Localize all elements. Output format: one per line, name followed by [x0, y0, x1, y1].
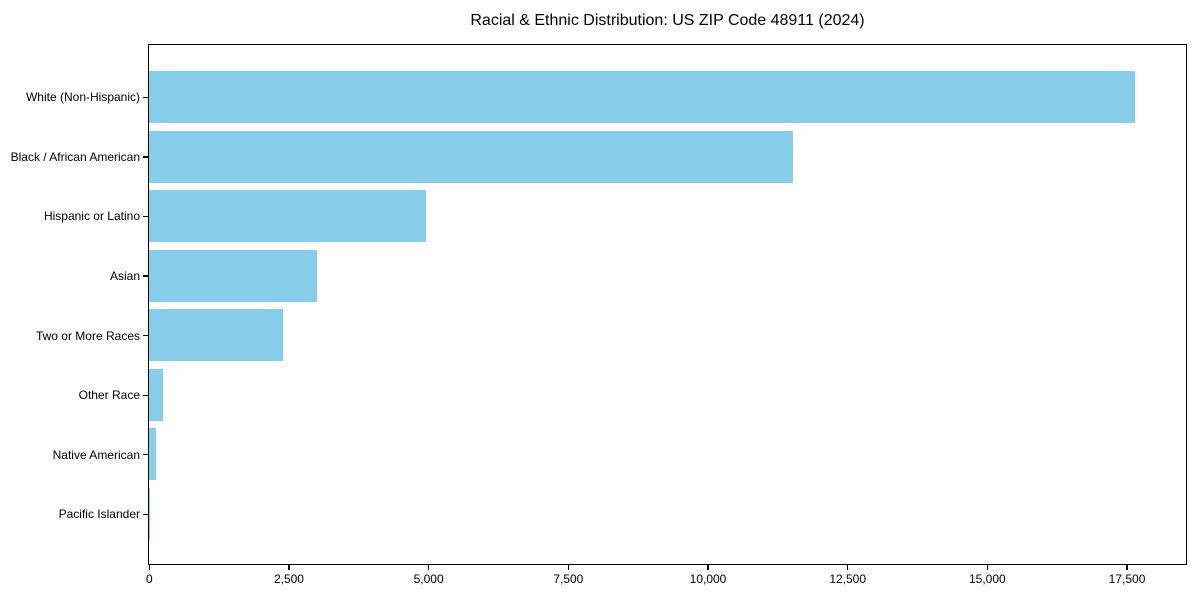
y-tick-mark	[143, 96, 148, 98]
y-tick-label-white-non-hispanic: White (Non-Hispanic)	[25, 90, 140, 105]
x-tick-label-10000: 10,000	[689, 572, 727, 586]
x-tick-mark	[847, 565, 849, 570]
y-tick-label-asian: Asian	[109, 269, 140, 283]
x-tick-mark	[148, 565, 150, 570]
x-tick-mark	[428, 565, 430, 570]
y-tick-mark	[143, 334, 148, 337]
x-tick-label-7500: 7,500	[553, 572, 584, 586]
y-tick-label-native-american: Native American	[52, 447, 140, 462]
x-tick-label-17500: 17,500	[1108, 572, 1146, 586]
y-tick-label-pacific-islander: Pacific Islander	[58, 507, 140, 522]
y-tick-mark	[143, 513, 148, 515]
y-tick-label-other-race: Other Race	[78, 388, 140, 403]
x-tick-label-2500: 2,500	[273, 572, 304, 586]
y-tick-label-hispanic-or-latino: Hispanic or Latino	[43, 209, 140, 224]
y-tick-label-two-or-more-races: Two or More Races	[35, 328, 140, 343]
bar-two-or-more-races	[149, 309, 284, 362]
y-tick-mark	[143, 215, 148, 218]
bar-hispanic-or-latino	[149, 190, 426, 243]
bar-native-american	[149, 428, 156, 481]
x-tick-mark	[288, 565, 290, 570]
x-tick-label-15000: 15,000	[968, 572, 1006, 586]
bar-asian	[149, 249, 317, 302]
chart-title: Racial & Ethnic Distribution: US ZIP Cod…	[470, 12, 865, 29]
y-tick-mark	[143, 394, 148, 396]
x-tick-label-5000: 5,000	[413, 572, 444, 586]
plot-area	[148, 44, 1187, 565]
x-tick-label-0: 0	[145, 572, 153, 586]
y-tick-label-black-african-american: Black / African American	[10, 149, 140, 164]
y-tick-mark	[143, 156, 148, 158]
bar-black-african-american	[149, 130, 794, 183]
y-tick-mark	[143, 454, 148, 456]
x-tick-mark	[567, 565, 569, 570]
bar-pacific-islander	[149, 487, 150, 540]
x-tick-mark	[1126, 565, 1128, 570]
x-tick-mark	[986, 565, 988, 570]
x-tick-mark	[707, 565, 709, 570]
bar-other-race	[149, 368, 163, 421]
x-tick-label-12500: 12,500	[829, 572, 867, 586]
bar-white-non-hispanic	[149, 71, 1136, 123]
y-tick-mark	[143, 275, 148, 277]
